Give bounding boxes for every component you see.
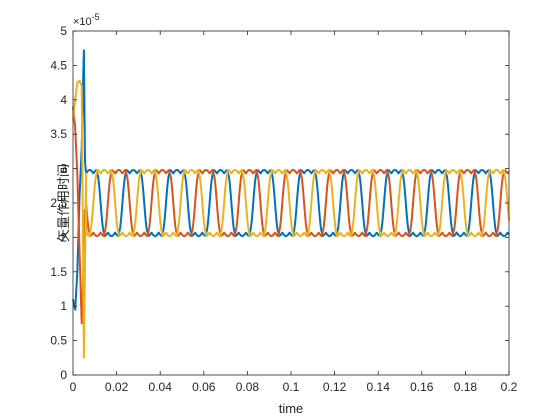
- x-tick-label: 0.04: [149, 380, 173, 394]
- x-axis-label: time: [279, 401, 304, 416]
- y-exponent-label: ×10-5: [73, 12, 100, 28]
- y-tick-label: 4: [60, 93, 67, 107]
- y-tick-label: 3.5: [50, 127, 67, 141]
- series-layer: [72, 49, 510, 359]
- x-tick-label: 0.12: [323, 380, 347, 394]
- plot-background: [73, 31, 509, 375]
- x-tick-label: 0.14: [367, 380, 391, 394]
- y-axis-label: 矢量作用时间: [56, 164, 71, 242]
- x-tick-label: 0.1: [283, 380, 300, 394]
- y-tick-label: 0: [60, 368, 67, 382]
- x-tick-label: 0.16: [410, 380, 434, 394]
- x-tick-label: 0.06: [192, 380, 216, 394]
- ticks-layer: 0 0.02 0.04 0.06 0.08 0.1 0.12 0.14 0.16 0.18 0.2 0…: [50, 24, 517, 394]
- y-tick-label: 3: [60, 162, 67, 176]
- y-tick-label: 1: [60, 299, 67, 313]
- x-tick-label: 0: [70, 380, 77, 394]
- y-tick-label: 0.5: [50, 334, 67, 348]
- y-exponent-power: -5: [92, 12, 100, 22]
- x-tick-label: 0.18: [454, 380, 478, 394]
- y-tick-label: 2: [60, 230, 67, 244]
- y-tick-label: 2.5: [50, 196, 67, 210]
- series-line-1: [72, 49, 510, 311]
- y-tick-label: 1.5: [50, 265, 67, 279]
- x-tick-label: 0.08: [236, 380, 260, 394]
- y-tick-label: 4.5: [50, 58, 67, 72]
- x-tick-label: 0.02: [105, 380, 129, 394]
- x-tick-label: 0.2: [501, 380, 518, 394]
- y-tick-label: 5: [60, 24, 67, 38]
- y-exponent-base: ×10: [73, 16, 92, 28]
- series-line-3: [72, 79, 510, 359]
